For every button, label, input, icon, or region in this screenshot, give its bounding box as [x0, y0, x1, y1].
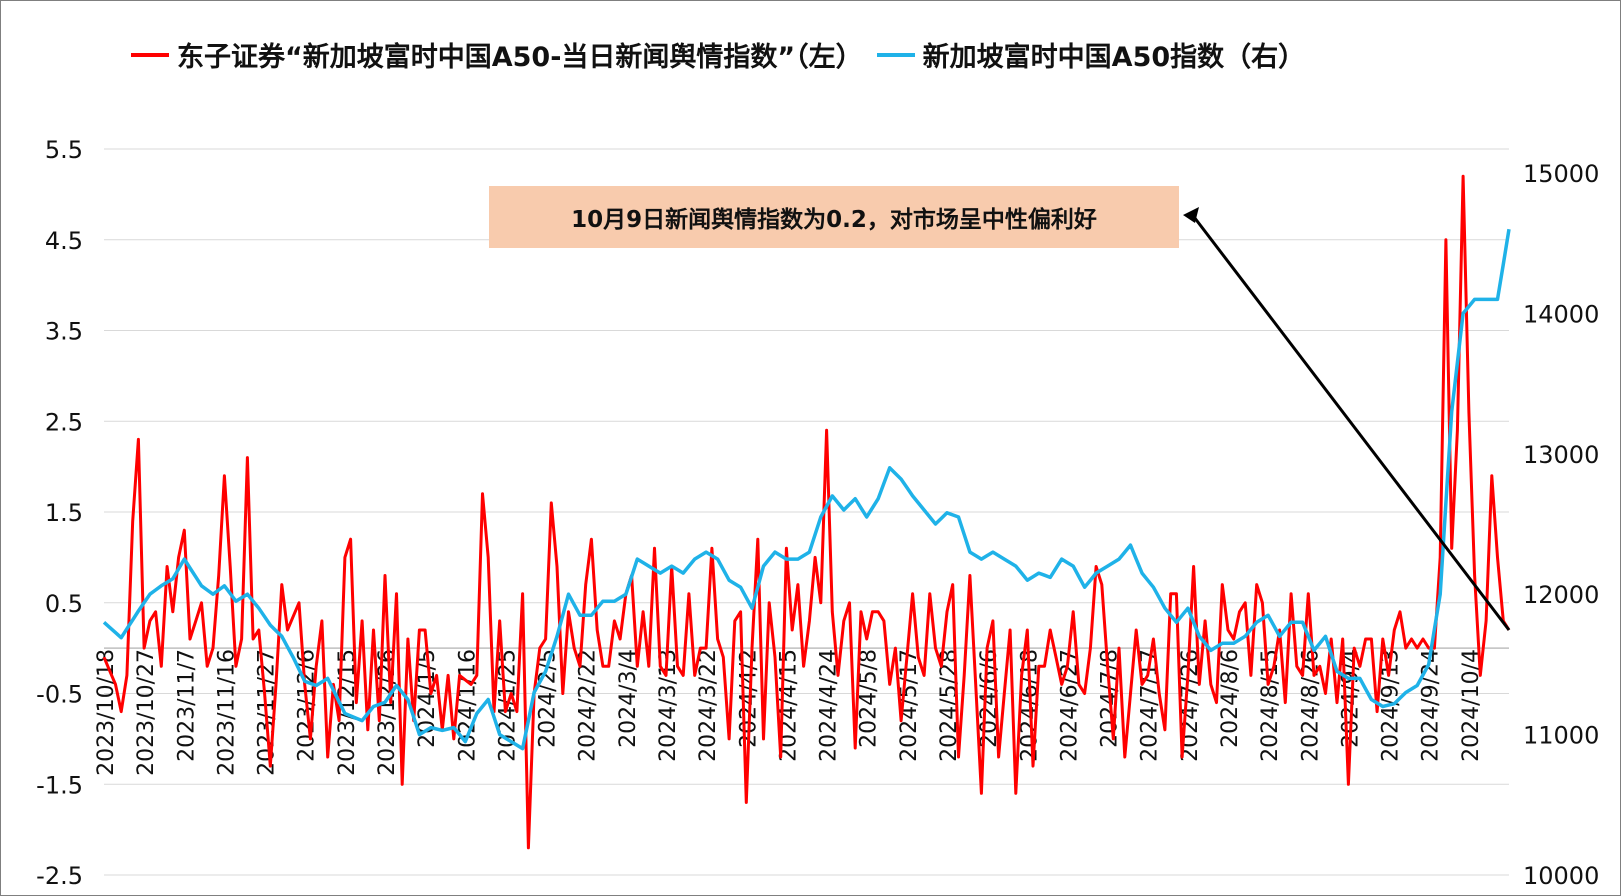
- y-left-tick-label: 2.5: [45, 408, 83, 436]
- y-right-tick-label: 10000: [1523, 862, 1599, 890]
- legend-label-index: 新加坡富时中国A50指数（右）: [922, 42, 1306, 73]
- y-left-tick-label: 1.5: [45, 499, 83, 527]
- y-left-tick-label: 3.5: [45, 318, 83, 346]
- y-right-tick-label: 14000: [1523, 300, 1599, 328]
- legend-label-sentiment: 东子证券“新加坡富时中国A50-当日新闻舆情指数”（左）: [177, 42, 863, 73]
- annotation-text: 10月9日新闻舆情指数为0.2，对市场呈中性偏利好: [571, 207, 1097, 233]
- x-tick-label: 2024/3/22: [696, 649, 721, 762]
- y-left-tick-label: -2.5: [36, 862, 83, 890]
- legend-item-index: 新加坡富时中国A50指数（右）: [876, 35, 1306, 74]
- series-line-index: [102, 228, 1511, 751]
- legend: 东子证券“新加坡富时中国A50-当日新闻舆情指数”（左） 新加坡富时中国A50指…: [131, 35, 1319, 74]
- legend-swatch-sentiment: [131, 52, 169, 57]
- y-left-tick-label: -1.5: [36, 771, 83, 799]
- annotation-callout: 10月9日新闻舆情指数为0.2，对市场呈中性偏利好: [489, 186, 1179, 248]
- legend-swatch-index: [876, 52, 915, 57]
- x-tick-label: 2024/5/8: [857, 649, 882, 748]
- y-right-tick-label: 11000: [1523, 722, 1599, 750]
- x-tick-label: 2023/10/18: [94, 649, 119, 776]
- y-right-tick-label: 13000: [1523, 441, 1599, 469]
- x-tick-label: 2024/8/6: [1218, 649, 1243, 748]
- x-tick-label: 2023/10/27: [134, 649, 159, 776]
- y-left-tick-label: 0.5: [45, 590, 83, 618]
- y-left-tick-label: 4.5: [45, 227, 83, 255]
- x-tick-label: 2024/9/24: [1419, 649, 1444, 762]
- y-left-tick-label: 5.5: [45, 136, 83, 164]
- series-line-sentiment: [102, 174, 1511, 850]
- y-right-tick-label: 15000: [1523, 160, 1599, 188]
- x-tick-label: 2024/8/15: [1258, 649, 1283, 762]
- x-tick-label: 2024/2/22: [576, 649, 601, 762]
- x-tick-label: 2023/11/7: [174, 649, 199, 762]
- annotation-arrow-line: [1189, 212, 1511, 631]
- y-right-tick-label: 12000: [1523, 581, 1599, 609]
- x-tick-label: 2023/11/16: [214, 649, 239, 776]
- legend-item-sentiment: 东子证券“新加坡富时中国A50-当日新闻舆情指数”（左）: [131, 35, 863, 74]
- annotation-arrow-head: [1183, 207, 1199, 223]
- y-left-tick-label: -0.5: [36, 681, 83, 709]
